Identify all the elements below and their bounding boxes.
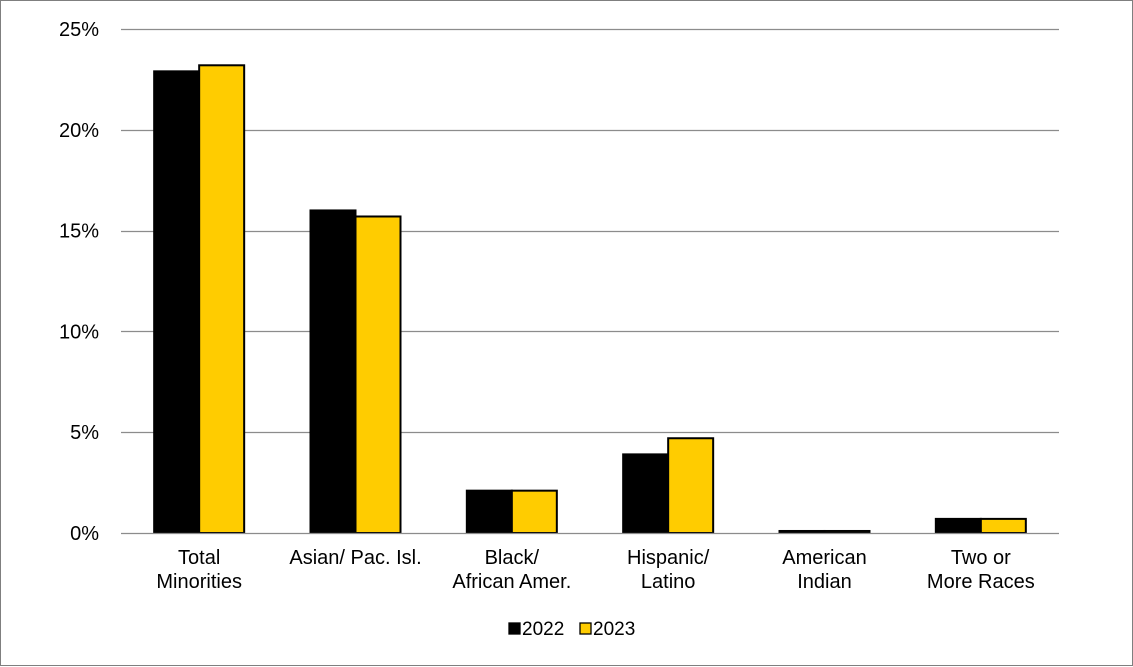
y-tick-label: 0% xyxy=(70,523,99,545)
bars xyxy=(153,64,1027,535)
y-tick-label: 25% xyxy=(59,19,99,41)
bar-2022-3 xyxy=(622,453,670,535)
x-tick-label: Total Minorities xyxy=(156,547,242,593)
bar-2023-1 xyxy=(354,215,402,534)
x-tick-label: Two or More Races xyxy=(927,547,1035,593)
bar-2023-3 xyxy=(667,437,715,534)
y-tick-label: 15% xyxy=(59,221,99,243)
x-tick-label: Hispanic/Latino xyxy=(627,547,710,593)
gridlines xyxy=(121,28,1059,434)
bar-2023-4 xyxy=(823,529,871,535)
x-tick-label: Black/African Amer. xyxy=(452,547,571,593)
bar-2023-0 xyxy=(198,64,246,535)
bar-2022-5 xyxy=(934,517,982,534)
bar-2022-4 xyxy=(778,529,826,535)
legend-swatch-2023 xyxy=(579,622,592,635)
bar-2022-0 xyxy=(153,70,201,534)
legend-swatch-2022 xyxy=(508,622,521,635)
y-tick-label: 5% xyxy=(70,422,99,444)
bar-2022-2 xyxy=(465,489,513,534)
y-tick-label: 20% xyxy=(59,120,99,142)
legend: 2022 2023 xyxy=(508,619,635,640)
x-tick-label: American Indian xyxy=(782,547,866,593)
bar-2023-2 xyxy=(510,489,558,534)
x-tick-label: Asian/ Pac. Isl. xyxy=(289,547,421,569)
x-axis-tick-labels: Total Minorities Asian/ Pac. Isl. Black/Afr… xyxy=(156,547,1034,593)
bar-2023-5 xyxy=(979,517,1027,534)
bar-2022-1 xyxy=(309,209,357,534)
legend-label-2022: 2022 xyxy=(522,619,564,640)
y-tick-label: 10% xyxy=(59,321,99,343)
y-axis-tick-labels: 0% 5% 10% 15% 20% 25% xyxy=(59,19,99,545)
legend-label-2023: 2023 xyxy=(593,619,635,640)
